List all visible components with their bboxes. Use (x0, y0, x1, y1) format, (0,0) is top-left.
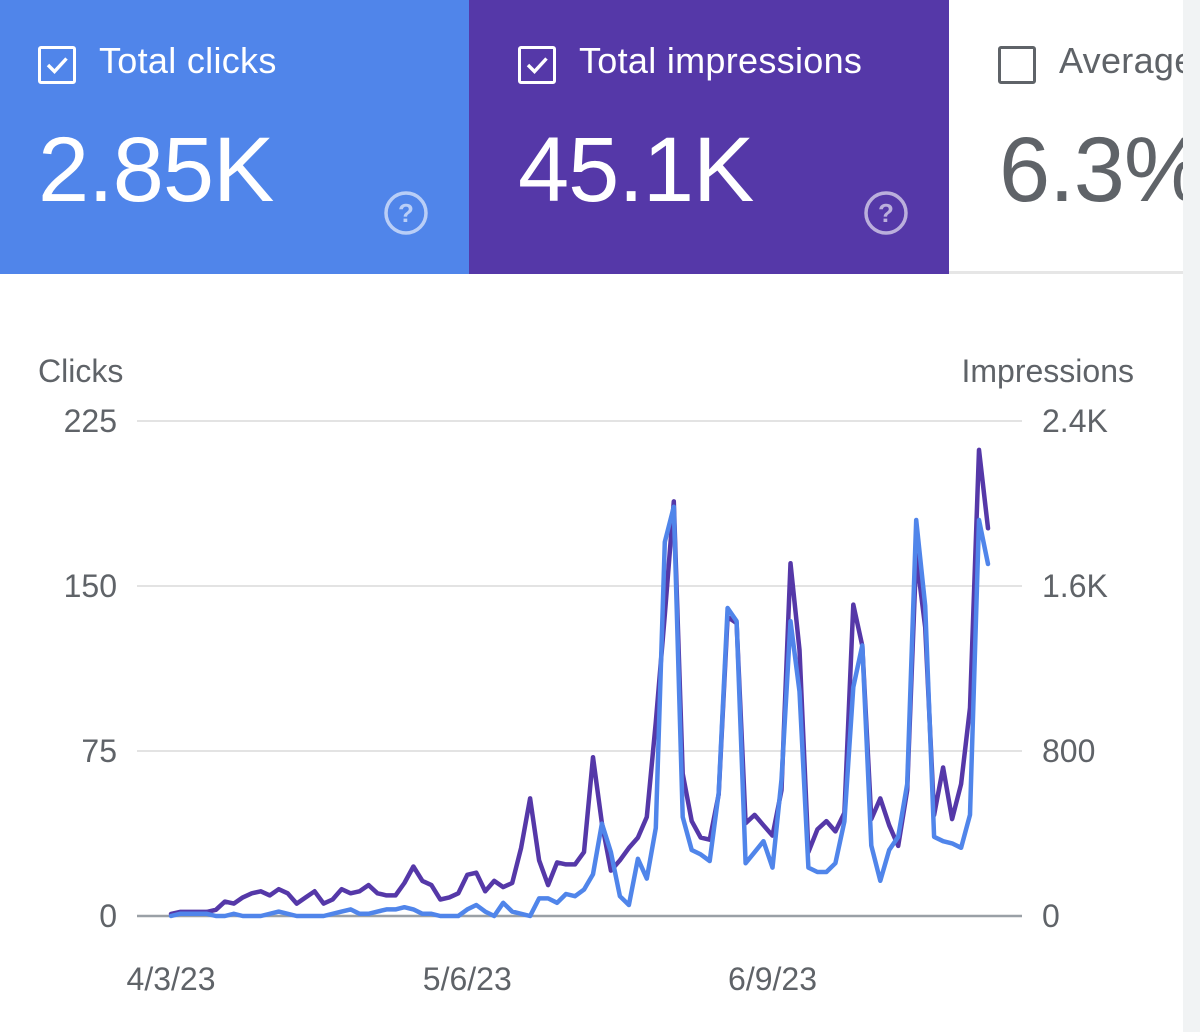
clicks-value: 2.85K (38, 119, 274, 221)
left-tick-label: 225 (64, 403, 117, 439)
help-icon[interactable]: ? (863, 190, 909, 236)
impressions-value: 45.1K (518, 119, 754, 221)
clicks-checkbox[interactable] (38, 46, 76, 84)
right-tick-label: 2.4K (1042, 403, 1108, 439)
help-icon[interactable]: ? (383, 190, 429, 236)
scrollbar-track[interactable] (1183, 0, 1200, 1032)
right-tick-label: 1.6K (1042, 568, 1108, 604)
impressions-label: Total impressions (579, 40, 863, 81)
impressions-checkbox[interactable] (518, 46, 556, 84)
x-tick-label: 6/9/23 (728, 961, 817, 997)
gridlines (137, 420, 1022, 918)
clicks-label: Total clicks (99, 40, 277, 81)
ctr-label: Average CTR (1059, 40, 1200, 81)
average-ctr-card[interactable]: Average CTR 6.3% (949, 0, 1200, 274)
right-tick-label: 800 (1042, 733, 1095, 769)
impressions-series-line (168, 447, 991, 917)
series-lines (168, 447, 991, 919)
right-axis-title: Impressions (962, 353, 1135, 389)
ctr-value: 6.3% (999, 119, 1200, 221)
left-tick-label: 0 (99, 898, 117, 934)
left-tick-label: 75 (81, 733, 117, 769)
svg-text:?: ? (398, 198, 414, 228)
performance-chart: Clicks Impressions 0 0 75 800 150 1.6K 225 2.4K… (38, 353, 1135, 997)
clicks-series-line (168, 504, 991, 919)
total-clicks-card[interactable]: Total clicks 2.85K ? (0, 0, 469, 274)
check-icon (46, 57, 68, 74)
left-tick-label: 150 (64, 568, 117, 604)
svg-text:?: ? (878, 198, 894, 228)
left-axis-title: Clicks (38, 353, 123, 389)
x-tick-label: 5/6/23 (423, 961, 512, 997)
total-impressions-card[interactable]: Total impressions 45.1K ? (469, 0, 949, 274)
x-tick-label: 4/3/23 (127, 961, 216, 997)
axis-ticks: 0 0 75 800 150 1.6K 225 2.4K 4/3/23 5/6/23 6/9/23 (64, 403, 1108, 997)
ctr-checkbox[interactable] (998, 46, 1036, 84)
right-tick-label: 0 (1042, 898, 1060, 934)
check-icon (526, 57, 548, 74)
